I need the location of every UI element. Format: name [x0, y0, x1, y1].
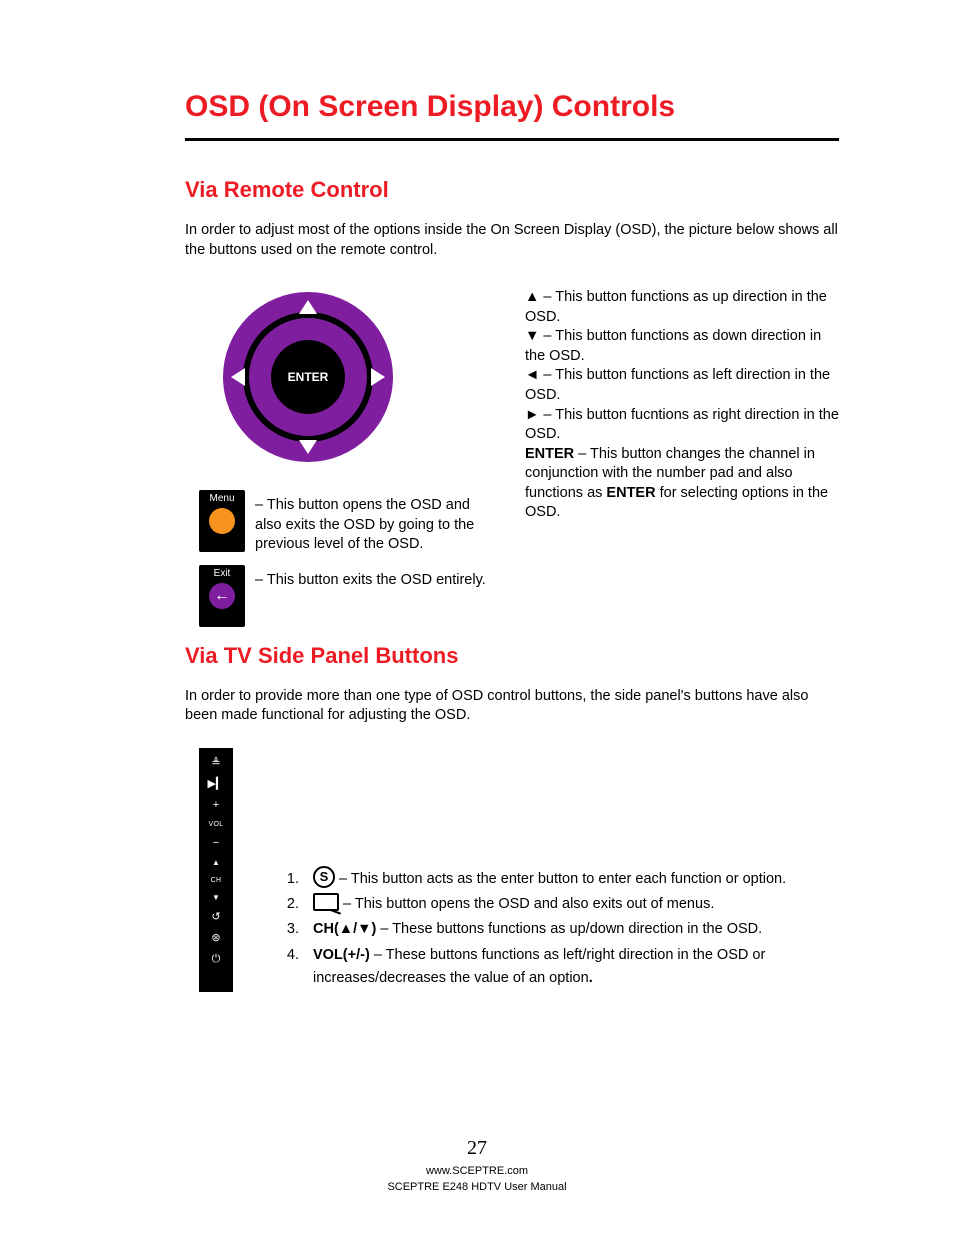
ch-up-icon: ▲	[212, 859, 220, 867]
section2-intro: In order to provide more than one type o…	[185, 687, 839, 726]
eject-icon: ≜	[211, 758, 220, 769]
exit-button-desc: – This button exits the OSD entirely.	[255, 565, 486, 627]
plus-icon: +	[213, 800, 219, 811]
section1-intro: In order to adjust most of the options i…	[185, 221, 839, 260]
title-rule	[185, 138, 839, 141]
menu-button-desc: – This button opens the OSD and also exi…	[255, 490, 495, 555]
exit-button-row: Exit ← – This button exits the OSD entir…	[199, 565, 495, 627]
exit-button-icon: Exit ←	[199, 565, 245, 627]
menu-button-row: Menu – This button opens the OSD and als…	[199, 490, 495, 555]
list-item: CH(▲/▼) – These buttons functions as up/…	[303, 918, 839, 941]
desc-up: ▲ – This button functions as up directio…	[525, 288, 839, 327]
remote-columns: ENTER Menu – This button opens the OSD a…	[185, 282, 839, 637]
dpad-enter-label: ENTER	[271, 340, 345, 414]
minus-icon: −	[213, 838, 219, 849]
footer-manual: SCEPTRE E248 HDTV User Manual	[0, 1180, 954, 1195]
page-number: 27	[0, 1134, 954, 1162]
s-icon: ⊛	[211, 933, 220, 944]
arrow-left-icon	[231, 368, 245, 386]
section-heading-remote: Via Remote Control	[185, 177, 839, 203]
desc-enter: ENTER – This button changes the channel …	[525, 445, 839, 523]
menu-button-icon: Menu	[199, 490, 245, 552]
list-item: S – This button acts as the enter button…	[303, 868, 839, 891]
arrow-down-icon	[299, 440, 317, 454]
section-heading-side-panel: Via TV Side Panel Buttons	[185, 643, 839, 669]
footer-url: www.SCEPTRE.com	[0, 1164, 954, 1179]
remote-right-column: ▲ – This button functions as up directio…	[525, 282, 839, 637]
menu-tile-label: Menu	[209, 493, 234, 504]
dpad-graphic: ENTER	[213, 282, 403, 472]
power-icon: ⏻	[212, 954, 221, 965]
page-title: OSD (On Screen Display) Controls	[185, 90, 839, 124]
ch-down-icon: ▼	[212, 894, 220, 902]
arrow-up-icon	[299, 300, 317, 314]
arrow-right-icon	[371, 368, 385, 386]
desc-left: ◄ – This button functions as left direct…	[525, 366, 839, 405]
s-circle-icon: S	[313, 866, 335, 888]
menu-icon: ↺	[211, 912, 220, 923]
menu-inline-icon	[313, 893, 339, 911]
side-panel-graphic: ≜ ▶▎ + VOL − ▲ CH ▼ ↺ ⊛ ⏻	[199, 748, 233, 992]
exit-tile-label: Exit	[214, 568, 231, 579]
side-panel-columns: ≜ ▶▎ + VOL − ▲ CH ▼ ↺ ⊛ ⏻ S – This butto…	[185, 748, 839, 992]
side-panel-list: S – This button acts as the enter button…	[263, 748, 839, 992]
ch-label: CH	[211, 877, 222, 884]
list-item: VOL(+/-) – These buttons functions as le…	[303, 944, 839, 990]
next-icon: ▶▎	[208, 779, 225, 790]
page-footer: 27 www.SCEPTRE.com SCEPTRE E248 HDTV Use…	[0, 1134, 954, 1195]
desc-down: ▼ – This button functions as down direct…	[525, 327, 839, 366]
vol-label: VOL	[209, 821, 224, 828]
list-item: – This button opens the OSD and also exi…	[303, 893, 839, 916]
remote-left-column: ENTER Menu – This button opens the OSD a…	[185, 282, 495, 637]
desc-right: ► – This button fucntions as right direc…	[525, 406, 839, 445]
